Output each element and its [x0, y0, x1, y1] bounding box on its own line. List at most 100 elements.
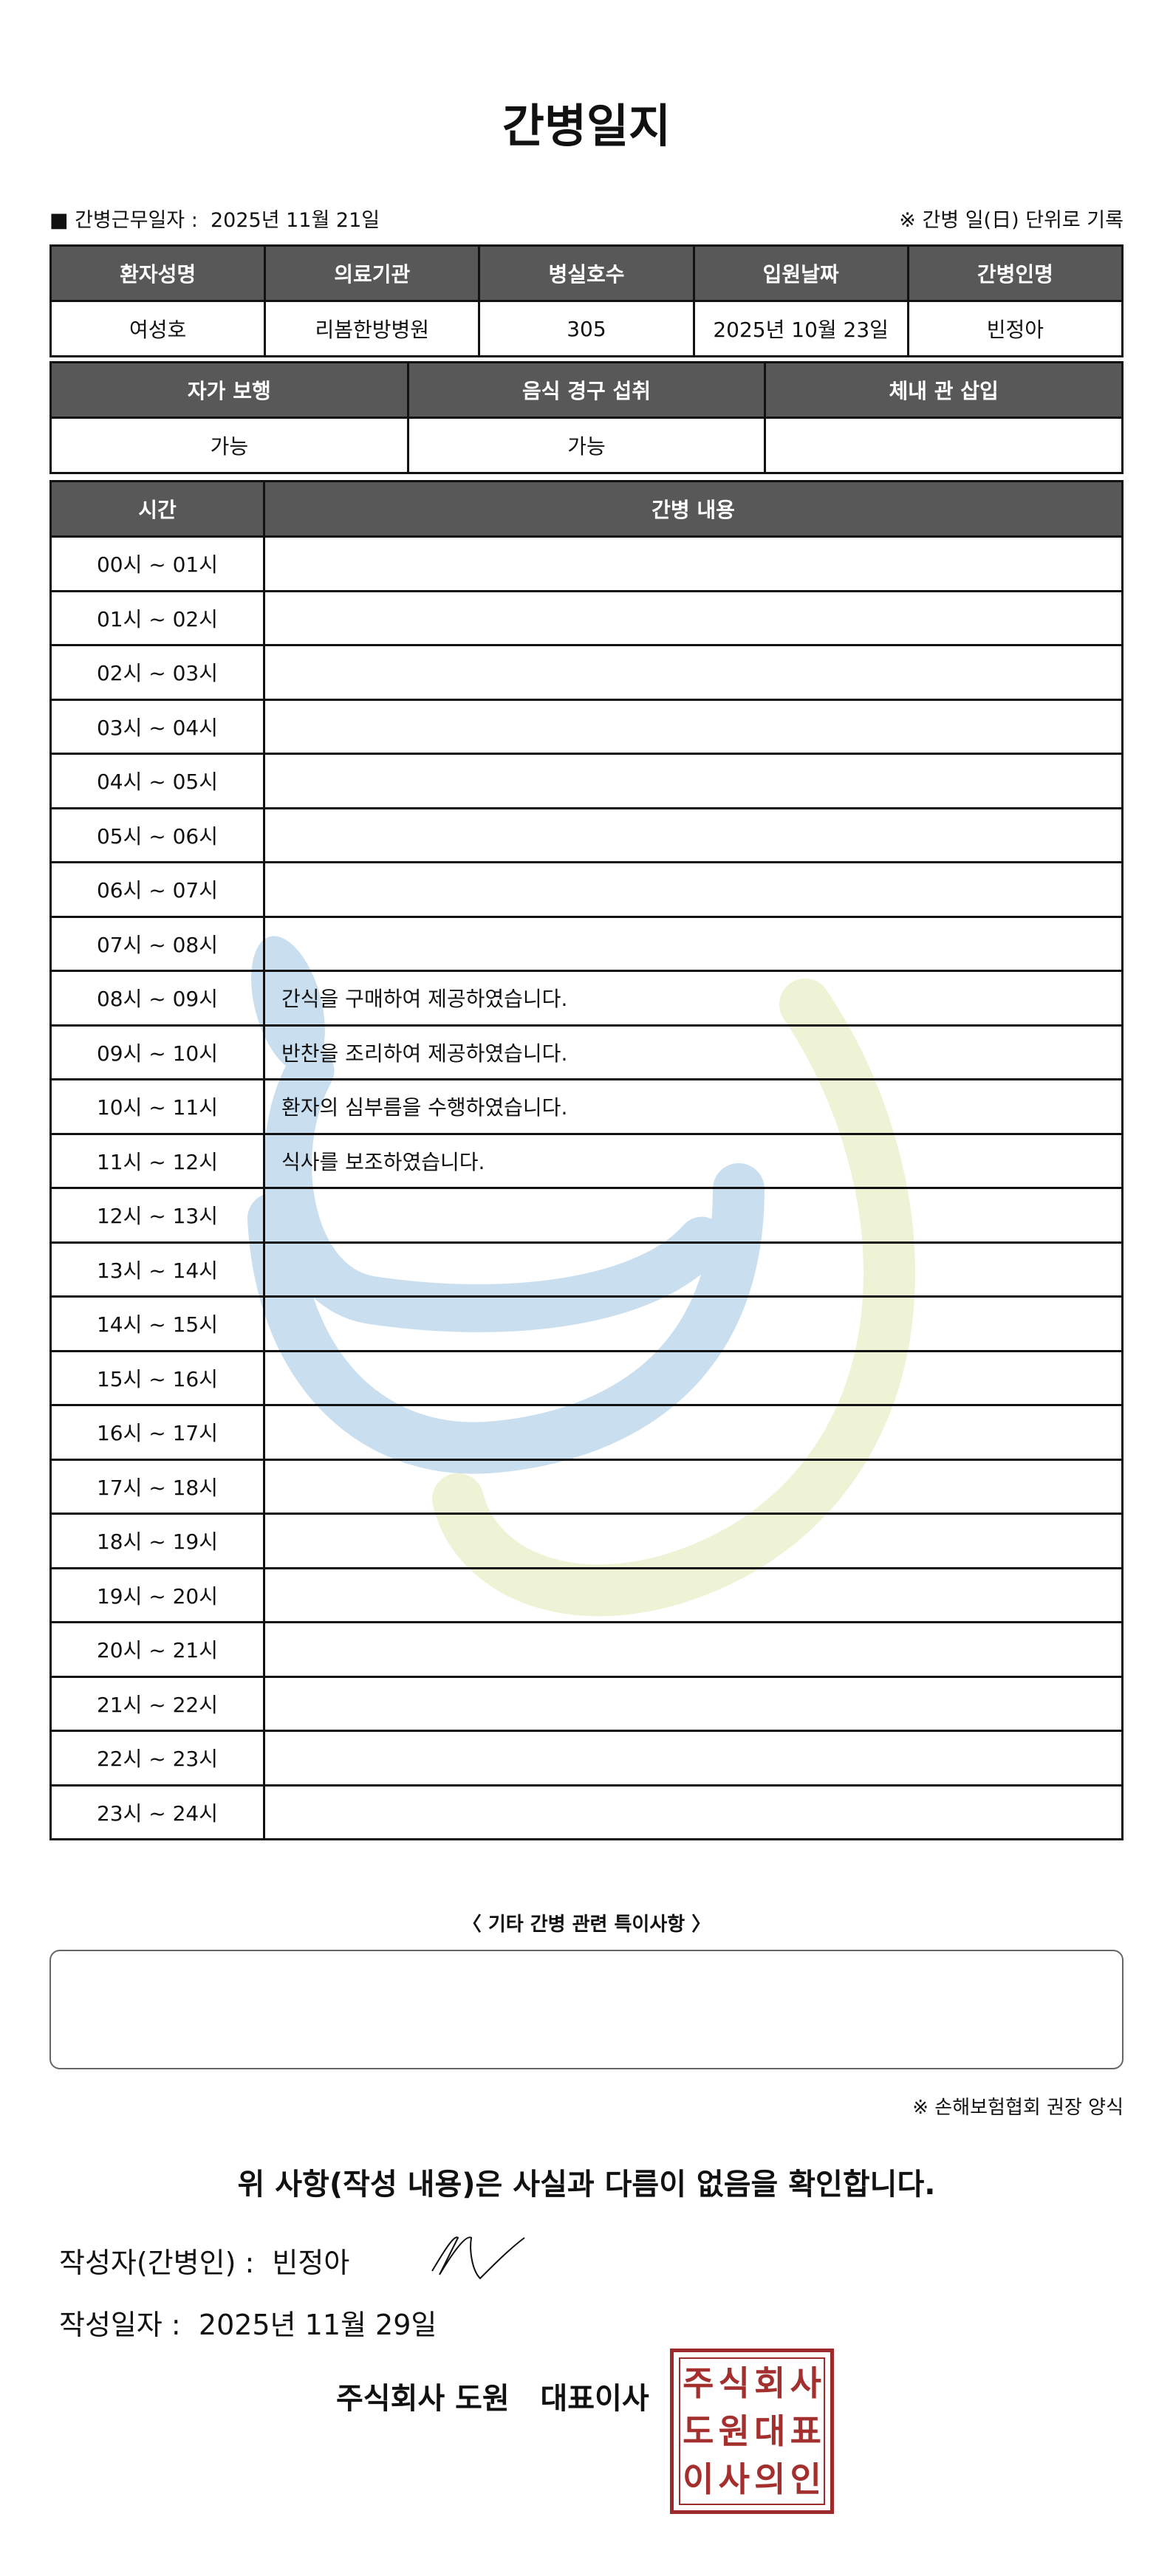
admission-date: 2025년 10월 23일	[692, 300, 909, 357]
log-content[interactable]	[263, 1784, 1124, 1840]
header-tube-insertion: 체내 관 삽입	[764, 361, 1124, 419]
log-content[interactable]: 간식을 구매하여 제공하였습니다.	[263, 970, 1124, 1027]
page-title: 간병일지	[502, 99, 671, 153]
log-row: 05시 ~ 06시	[49, 806, 1124, 863]
stamp-glyph: 사	[718, 2459, 750, 2500]
log-content[interactable]	[263, 1513, 1124, 1569]
patient-info-table: 환자성명 의료기관 병실호수 입원날짜 간병인명 여성호 리봄한방병원 305 …	[49, 244, 1124, 357]
log-row: 19시 ~ 20시	[49, 1566, 1124, 1623]
log-row: 02시 ~ 03시	[49, 644, 1124, 701]
oral-intake: 가능	[406, 417, 767, 474]
log-row: 00시 ~ 01시	[49, 535, 1124, 592]
log-row: 14시 ~ 15시	[49, 1295, 1124, 1352]
log-row: 15시 ~ 16시	[49, 1349, 1124, 1406]
work-date-line: ■ 간병근무일자 : 2025년 11월 21일	[49, 204, 380, 233]
log-content[interactable]: 식사를 보조하였습니다.	[263, 1132, 1124, 1189]
log-time: 02시 ~ 03시	[49, 644, 265, 701]
tube-insertion	[764, 417, 1124, 474]
log-time: 19시 ~ 20시	[49, 1566, 265, 1623]
log-time: 01시 ~ 02시	[49, 589, 265, 646]
log-row: 06시 ~ 07시	[49, 861, 1124, 918]
log-content[interactable]	[263, 589, 1124, 646]
stamp-glyph: 사	[790, 2363, 821, 2403]
log-time: 13시 ~ 14시	[49, 1241, 265, 1298]
log-content[interactable]	[263, 698, 1124, 755]
log-time: 04시 ~ 05시	[49, 753, 265, 809]
log-content[interactable]	[263, 1187, 1124, 1244]
care-log-table: 시간 간병 내용 00시 ~ 01시 01시 ~ 02시 02시 ~ 03시 03시 …	[49, 480, 1124, 1840]
log-content[interactable]	[263, 1621, 1124, 1678]
log-content[interactable]	[263, 753, 1124, 809]
log-time: 14시 ~ 15시	[49, 1295, 265, 1352]
log-content[interactable]	[263, 644, 1124, 701]
status-header-row: 자가 보행 음식 경구 섭취 체내 관 삽입	[49, 361, 1124, 419]
special-notes-heading: 〈 기타 간병 관련 특이사항 〉	[462, 1914, 711, 1936]
special-notes-box[interactable]	[49, 1950, 1124, 2069]
log-time: 23시 ~ 24시	[49, 1784, 265, 1840]
patient-header-row: 환자성명 의료기관 병실호수 입원날짜 간병인명	[49, 244, 1124, 302]
log-content[interactable]	[263, 1295, 1124, 1352]
log-content[interactable]	[263, 535, 1124, 592]
write-date-value: 2025년 11월 29일	[198, 2309, 437, 2341]
header-self-walking: 자가 보행	[49, 361, 409, 419]
stamp-glyph: 도	[683, 2411, 714, 2451]
log-time: 17시 ~ 18시	[49, 1458, 265, 1515]
log-row: 07시 ~ 08시	[49, 915, 1124, 972]
log-time: 11시 ~ 12시	[49, 1132, 265, 1189]
status-value-row: 가능 가능	[49, 417, 1124, 474]
log-content[interactable]	[263, 915, 1124, 972]
log-header-row: 시간 간병 내용	[49, 480, 1124, 538]
log-content[interactable]	[263, 806, 1124, 863]
stamp-glyph: 주	[683, 2363, 714, 2403]
log-content[interactable]: 반찬을 조리하여 제공하였습니다.	[263, 1024, 1124, 1080]
log-content[interactable]	[263, 1349, 1124, 1406]
log-content[interactable]	[263, 1566, 1124, 1623]
writer-name: 빈정아	[272, 2247, 350, 2279]
patient-status-table: 자가 보행 음식 경구 섭취 체내 관 삽입 가능 가능	[49, 361, 1124, 474]
log-row: 22시 ~ 23시	[49, 1730, 1124, 1787]
log-time: 10시 ~ 11시	[49, 1078, 265, 1135]
writer-label: 작성자(간병인) :	[59, 2247, 255, 2279]
stamp-glyph: 인	[790, 2459, 821, 2500]
log-time: 21시 ~ 22시	[49, 1675, 265, 1732]
log-content[interactable]	[263, 861, 1124, 918]
log-time: 07시 ~ 08시	[49, 915, 265, 972]
header-time: 시간	[49, 480, 265, 538]
institution: 리봄한방병원	[264, 300, 481, 357]
log-time: 16시 ~ 17시	[49, 1404, 265, 1461]
log-content[interactable]	[263, 1241, 1124, 1298]
work-date-value: 2025년 11월 21일	[210, 209, 380, 232]
write-date-label: 작성일자 :	[59, 2309, 181, 2341]
log-row: 20시 ~ 21시	[49, 1621, 1124, 1678]
log-time: 18시 ~ 19시	[49, 1513, 265, 1569]
log-row: 13시 ~ 14시	[49, 1241, 1124, 1298]
write-date-line: 작성일자 : 2025년 11월 29일	[59, 2302, 437, 2343]
writer-line: 작성자(간병인) : 빈정아	[59, 2240, 349, 2281]
log-row: 16시 ~ 17시	[49, 1404, 1124, 1461]
log-row: 01시 ~ 02시	[49, 589, 1124, 646]
stamp-glyph: 식	[718, 2363, 750, 2403]
log-content[interactable]	[263, 1675, 1124, 1732]
header-patient-name: 환자성명	[49, 244, 267, 302]
log-content[interactable]	[263, 1730, 1124, 1787]
log-content[interactable]: 환자의 심부름을 수행하였습니다.	[263, 1078, 1124, 1135]
log-row: 08시 ~ 09시 간식을 구매하여 제공하였습니다.	[49, 970, 1124, 1027]
patient-value-row: 여성호 리봄한방병원 305 2025년 10월 23일 빈정아	[49, 300, 1124, 357]
log-content[interactable]	[263, 1404, 1124, 1461]
stamp-glyph: 의	[754, 2459, 786, 2500]
stamp-glyph: 원	[718, 2411, 750, 2451]
log-time: 09시 ~ 10시	[49, 1024, 265, 1080]
company-representative: 주식회사 도원 대표이사	[336, 2382, 649, 2416]
stamp-glyph: 이	[683, 2459, 714, 2500]
log-row: 09시 ~ 10시 반찬을 조리하여 제공하였습니다.	[49, 1024, 1124, 1080]
self-walking: 가능	[49, 417, 409, 474]
confirmation-statement: 위 사항(작성 내용)은 사실과 다름이 없음을 확인합니다.	[237, 2168, 936, 2202]
work-date-label: ■ 간병근무일자 :	[49, 209, 198, 232]
log-row: 17시 ~ 18시	[49, 1458, 1124, 1515]
form-note: ※ 손해보험협회 권장 양식	[912, 2097, 1124, 2119]
header-institution: 의료기관	[264, 244, 481, 302]
signature-icon	[431, 2236, 525, 2280]
log-content[interactable]	[263, 1458, 1124, 1515]
